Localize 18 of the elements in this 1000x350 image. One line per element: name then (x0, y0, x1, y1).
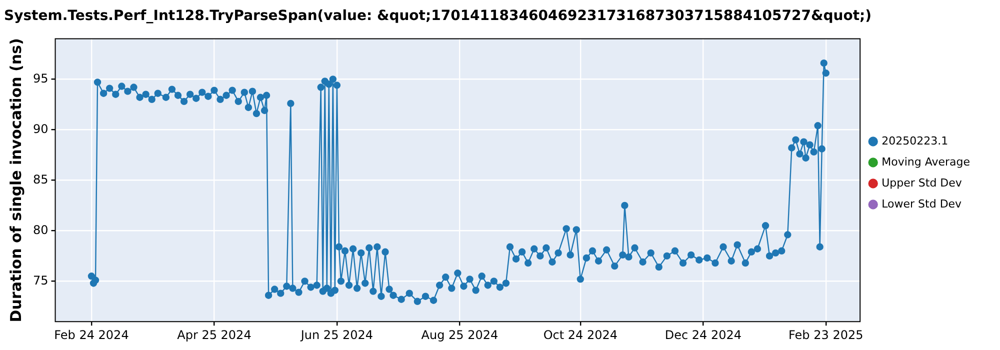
legend-label: 20250223.1 (882, 134, 948, 148)
x-tick-label: Dec 24 2024 (664, 328, 742, 342)
y-tick-label: 75 (32, 273, 48, 288)
y-tick-label: 85 (32, 172, 48, 186)
chart-title: System.Tests.Perf_Int128.TryParseSpan(value: &quot;170141183460469231731687303715884105727&quot;) (4, 8, 872, 24)
x-tick-label: Aug 25 2024 (421, 328, 498, 342)
y-axis-title: Duration of single invocation (ns) (6, 38, 25, 322)
y-tick-label: 80 (32, 222, 48, 237)
x-tick-label: Feb 23 2025 (788, 328, 864, 342)
y-tick-label: 90 (32, 122, 48, 136)
legend-label: Moving Average (882, 155, 970, 168)
x-tick-label: Oct 24 2024 (543, 328, 618, 342)
y-tick-label: 95 (32, 71, 48, 86)
legend-label: Upper Std Dev (882, 176, 962, 190)
x-tick-label: Apr 25 2024 (177, 328, 252, 342)
x-tick-label: Feb 24 2024 (54, 328, 129, 342)
x-tick-label: Jun 25 2024 (300, 328, 374, 342)
legend-label: Lower Std Dev (882, 197, 962, 210)
